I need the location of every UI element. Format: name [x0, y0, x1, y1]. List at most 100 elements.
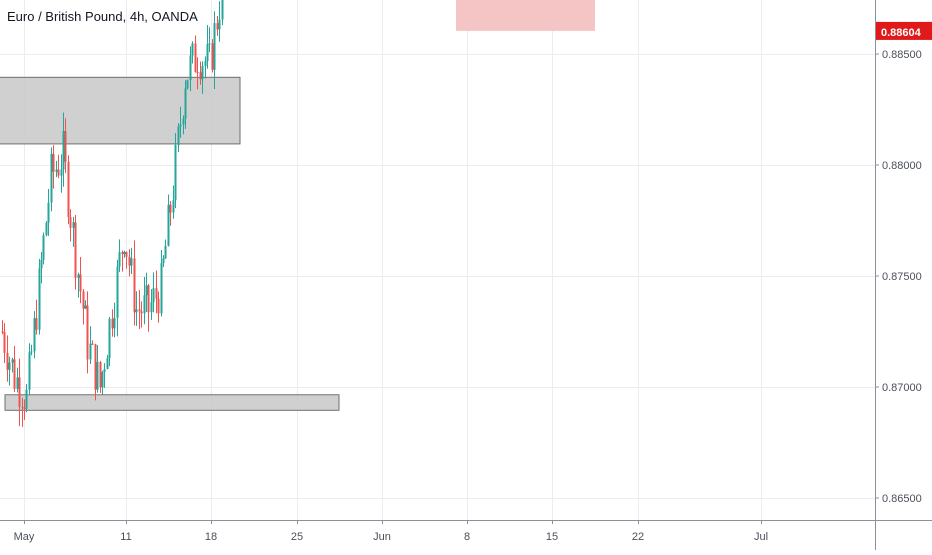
candle-body	[218, 19, 221, 30]
candle-body	[130, 258, 133, 266]
candle-body	[162, 258, 165, 264]
candle-body	[35, 318, 38, 330]
candle-body	[155, 288, 158, 299]
candle-body	[106, 358, 109, 370]
candle-body	[184, 88, 187, 119]
stop-zone	[456, 0, 595, 31]
candle-body	[186, 80, 189, 89]
y-tick-label: 0.88500	[882, 49, 922, 61]
candle-body	[177, 126, 180, 146]
candle-body	[157, 298, 160, 314]
candle-body	[199, 72, 202, 80]
x-tick-label: 8	[464, 531, 470, 543]
candle-body	[138, 309, 141, 312]
candle-body	[125, 251, 128, 257]
x-tick-label: 22	[632, 531, 644, 543]
candle-body	[84, 305, 87, 309]
candle-body	[60, 169, 63, 176]
candle-body	[52, 153, 55, 172]
y-tick-label: 0.87000	[882, 382, 922, 394]
candle-body	[174, 145, 177, 201]
candle-body	[99, 361, 102, 388]
candle-body	[111, 318, 114, 329]
candle-body	[113, 317, 116, 329]
candle-body	[3, 331, 6, 353]
x-tick-label: 25	[291, 531, 303, 543]
y-tick-label: 0.86500	[882, 493, 922, 505]
candle-body	[13, 359, 16, 389]
candle-body	[89, 343, 92, 360]
candle-body	[40, 259, 43, 269]
candle-body	[108, 318, 111, 359]
candle-body	[50, 153, 53, 203]
candle-body	[82, 291, 85, 309]
x-tick-label: May	[14, 531, 35, 543]
candle-body	[147, 285, 150, 313]
candle-body	[8, 362, 11, 370]
candle-body	[196, 71, 199, 73]
candle-body	[91, 343, 94, 345]
candle-body	[28, 352, 31, 390]
candle-body	[123, 251, 126, 255]
x-tick-label: Jul	[754, 531, 768, 543]
candle-body	[94, 344, 97, 390]
candle-body	[118, 252, 121, 267]
candle-body	[150, 302, 153, 313]
x-tick-label: Jun	[373, 531, 391, 543]
candle-body	[152, 288, 155, 303]
candle-body	[191, 43, 194, 56]
candle-body	[208, 43, 211, 45]
candle-body	[11, 359, 14, 363]
candle-body	[38, 268, 41, 330]
candle-body	[213, 23, 216, 70]
candle-body	[18, 377, 21, 407]
candle-body	[103, 369, 106, 373]
x-tick-label: 18	[205, 531, 217, 543]
time-axis-background	[0, 520, 932, 550]
candle-body	[72, 222, 75, 228]
candle-body	[194, 43, 197, 72]
candle-body	[164, 245, 167, 259]
candle-body	[16, 377, 19, 389]
candle-body	[69, 217, 72, 228]
candle-body	[42, 235, 45, 260]
candle-body	[182, 118, 185, 125]
candle-body	[101, 372, 104, 388]
demand-zone-low	[4, 394, 340, 411]
candle-body	[64, 131, 67, 162]
candle-body	[140, 311, 143, 314]
demand-zone-mid	[0, 76, 241, 145]
candle-body	[167, 204, 170, 246]
candle-body	[128, 256, 131, 266]
candle-body	[179, 124, 182, 127]
candle-body	[62, 131, 65, 170]
candle-body	[201, 66, 204, 80]
candle-body	[133, 258, 136, 313]
candle-body	[6, 352, 9, 370]
price-labels-layer: 0.8910801:03:270.890480.88604	[876, 21, 932, 40]
candle-body	[30, 351, 33, 353]
candle-body	[121, 252, 124, 255]
candle-body	[189, 55, 192, 81]
candle-body	[86, 305, 89, 360]
candle-body	[145, 285, 148, 296]
candle-body	[135, 309, 138, 313]
candle-body	[96, 361, 99, 390]
candle-body	[23, 407, 26, 409]
stop-price-tag-bg	[876, 21, 932, 40]
candle-body	[221, 0, 224, 20]
x-tick-label: 15	[546, 531, 558, 543]
candle-body	[143, 295, 146, 314]
x-tick-label: 11	[120, 531, 131, 543]
candle-body	[33, 318, 36, 352]
y-tick-label: 0.88000	[882, 160, 922, 172]
candle-body	[204, 61, 207, 67]
candles-layer	[1, 0, 224, 427]
candle-body	[169, 204, 172, 213]
candle-body	[57, 169, 60, 176]
candle-body	[172, 200, 175, 213]
candle-body	[67, 161, 70, 218]
